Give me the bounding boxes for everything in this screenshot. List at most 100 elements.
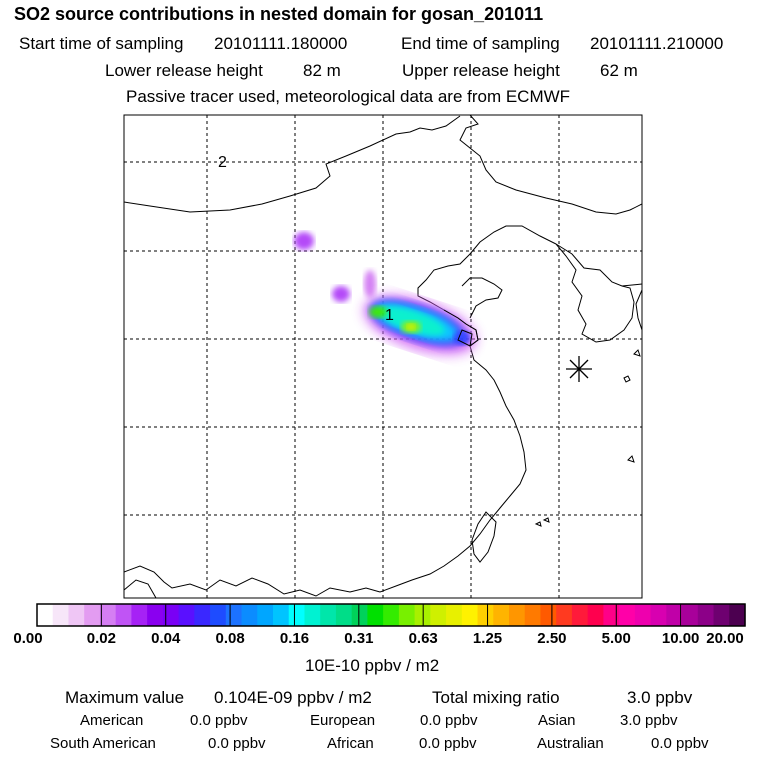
colorbar-swatch	[540, 604, 557, 626]
colorbar-swatch	[556, 604, 573, 626]
colorbar-swatch	[713, 604, 730, 626]
region-south-american-value: 0.0 ppbv	[208, 735, 266, 752]
korea-west-coast	[555, 243, 635, 343]
region-australian-name: Australian	[537, 735, 604, 752]
taiwan	[471, 511, 497, 563]
colorbar-swatch	[351, 604, 368, 626]
max-value-label: Maximum value	[65, 688, 185, 707]
border-southwest	[124, 565, 381, 597]
colorbar-swatch	[430, 604, 447, 626]
region-american-value: 0.0 ppbv	[190, 712, 248, 729]
colorbar-swatch	[383, 604, 400, 626]
colorbar-swatch	[398, 604, 416, 626]
colorbar-swatch	[257, 604, 274, 626]
colorbar-tick-label: 2.50	[537, 630, 567, 647]
receptor-marker-icon	[566, 356, 592, 382]
region-african-value: 0.0 ppbv	[419, 735, 477, 752]
upper-release-label: Upper release height	[402, 61, 560, 80]
colorbar-swatch	[210, 604, 227, 626]
islet-5	[542, 517, 550, 523]
colorbar-swatch	[461, 604, 479, 626]
colorbar-swatch	[524, 604, 542, 626]
colorbar-swatch	[509, 604, 526, 626]
end-time-label: End time of sampling	[401, 34, 560, 53]
start-time-value: 20101111.180000	[214, 34, 348, 53]
colorbar-swatch	[68, 604, 85, 626]
colorbar-tick-label: 0.08	[215, 630, 245, 647]
colorbar-swatch	[115, 604, 132, 626]
region-south-american-name: South American	[50, 735, 156, 752]
colorbar-swatch	[147, 604, 164, 626]
colorbar-swatch	[162, 604, 180, 626]
colorbar-frame	[36, 603, 746, 627]
colorbar-tick-label: 0.02	[86, 630, 116, 647]
region-european-value: 0.0 ppbv	[420, 712, 478, 729]
region-asian-value: 3.0 ppbv	[620, 712, 678, 729]
colorbar-swatch	[477, 604, 494, 626]
colorbar-tick-label: 0.00	[13, 630, 43, 647]
colorbar-swatch	[241, 604, 258, 626]
colorbar-tick-label: 0.63	[408, 630, 438, 647]
islet-3	[627, 455, 635, 463]
end-time-value: 20101111.210000	[590, 34, 724, 53]
colorbar-tick-label: 0.16	[279, 630, 310, 647]
lower-release-value: 82 m	[303, 61, 341, 80]
colorbar-swatch	[682, 604, 699, 626]
region-american-name: American	[80, 712, 144, 729]
islet-4	[534, 521, 542, 527]
colorbar-tick-label: 0.04	[151, 630, 181, 647]
colorbar-tick-label: 10.00	[661, 630, 700, 647]
colorbar-swatch	[304, 604, 321, 626]
border-mongolia	[124, 115, 461, 213]
colorbar-swatch	[178, 604, 195, 626]
colorbar-swatch	[634, 604, 652, 626]
colorbar-swatch	[587, 604, 604, 626]
colorbar-swatch	[650, 604, 667, 626]
upper-release-value: 62 m	[600, 61, 638, 80]
colorbar-swatch	[225, 604, 243, 626]
colorbar-swatch	[37, 604, 54, 626]
colorbar-tick-label: 20.00	[706, 630, 744, 647]
border-indochina	[124, 579, 157, 598]
colorbar-swatch	[131, 604, 148, 626]
colorbar-swatch	[729, 604, 746, 626]
coast-shandong	[461, 277, 503, 319]
colorbar-swatch	[335, 604, 353, 626]
region-australian-value: 0.0 ppbv	[651, 735, 709, 752]
grid-lines	[124, 115, 642, 598]
colorbar-swatch	[367, 604, 384, 626]
colorbar-swatch	[52, 604, 70, 626]
source-label-2: 2	[218, 154, 227, 171]
colorbar-swatch	[288, 604, 306, 626]
colorbar-swatch	[446, 604, 463, 626]
border-northeast	[459, 115, 642, 215]
region-african-name: African	[327, 735, 374, 752]
source-label-1: 1	[385, 307, 394, 324]
border-korea-north	[555, 243, 642, 287]
chart-title: SO2 source contributions in nested domai…	[14, 4, 544, 24]
colorbar-swatch	[320, 604, 337, 626]
colorbar	[36, 603, 746, 627]
colorbar-swatch	[194, 604, 211, 626]
colorbar-swatch	[666, 604, 683, 626]
coast-china	[379, 225, 557, 593]
colorbar-swatch	[697, 604, 715, 626]
total-mixing-value: 3.0 ppbv	[627, 688, 693, 707]
colorbar-swatch	[571, 604, 589, 626]
total-mixing-label: Total mixing ratio	[432, 688, 560, 707]
jeju-islet	[623, 375, 631, 383]
colorbar-tick-label: 5.00	[601, 630, 631, 647]
map-frame	[123, 114, 643, 599]
colorbar-swatch	[603, 604, 620, 626]
region-european-name: European	[310, 712, 376, 729]
plume	[294, 232, 476, 355]
tracer-note: Passive tracer used, meteorological data…	[126, 87, 571, 106]
start-time-label: Start time of sampling	[19, 34, 184, 53]
colorbar-swatch	[273, 604, 290, 626]
region-asian-name: Asian	[538, 712, 576, 729]
islet-2	[633, 349, 641, 357]
max-value: 0.104E-09 ppbv / m2	[214, 688, 372, 707]
colorbar-tick-label: 1.25	[472, 630, 503, 647]
colorbar-tick-label: 0.31	[344, 630, 374, 647]
